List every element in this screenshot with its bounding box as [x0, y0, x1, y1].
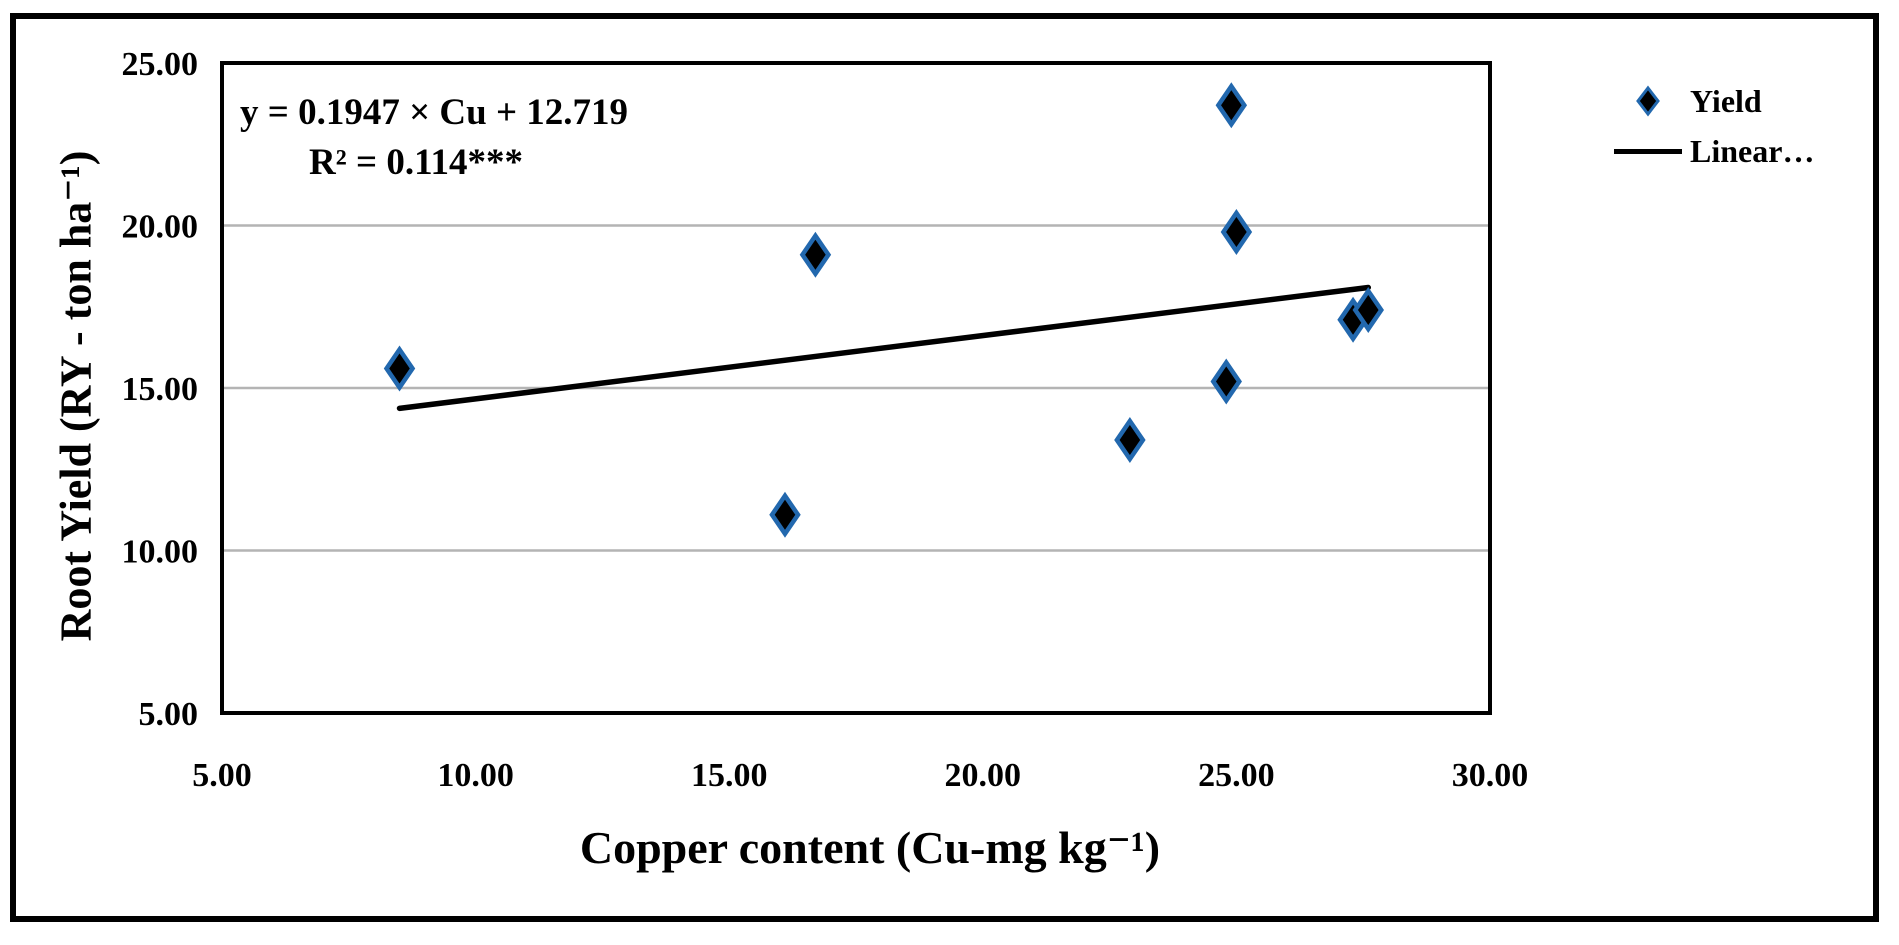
data-point-marker	[1352, 287, 1384, 333]
data-point-marker	[1210, 358, 1242, 405]
legend-marker-slot	[1612, 85, 1684, 117]
y-tick-label: 25.00	[122, 46, 199, 83]
data-point-marker	[1215, 82, 1248, 129]
data-point-marker	[383, 345, 416, 392]
legend-label-linear: Linear…	[1690, 132, 1815, 169]
data-point-marker	[799, 231, 832, 278]
x-tick-label: 20.00	[945, 757, 1022, 794]
x-tick-label: 15.00	[691, 757, 768, 794]
legend-label-yield: Yield	[1690, 82, 1762, 119]
y-tick-label: 20.00	[122, 209, 199, 246]
linear-line-icon	[1614, 148, 1682, 154]
figure-border	[10, 13, 1879, 922]
regression-annotation: y = 0.1947 × Cu + 12.719 R² = 0.114***	[240, 88, 629, 188]
data-point-marker	[769, 491, 801, 538]
y-tick-label: 5.00	[139, 696, 199, 733]
x-tick-label: 10.00	[437, 757, 514, 794]
plot-border	[220, 61, 1492, 715]
data-point-marker	[1114, 417, 1146, 463]
x-axis-title: Copper content (Cu-mg kg⁻¹)	[579, 822, 1161, 873]
legend-item-linear: Linear…	[1612, 126, 1814, 176]
legend-marker-slot	[1612, 148, 1684, 154]
data-point-marker	[1220, 209, 1253, 255]
regression-r-squared: R² = 0.114***	[308, 141, 524, 183]
y-tick-label: 10.00	[122, 534, 199, 571]
legend: Yield Linear…	[1612, 76, 1814, 176]
yield-diamond-icon	[1636, 85, 1660, 117]
trend-line	[396, 284, 1372, 412]
x-tick-label: 25.00	[1198, 757, 1275, 794]
y-axis-title: Root Yield (RY - ton ha⁻¹)	[51, 150, 101, 642]
regression-equation: y = 0.1947 × Cu + 12.719	[240, 92, 629, 133]
x-tick-label: 5.00	[192, 757, 252, 794]
legend-item-yield: Yield	[1612, 76, 1814, 126]
y-tick-label: 15.00	[122, 371, 199, 408]
x-tick-label: 30.00	[1452, 757, 1529, 794]
